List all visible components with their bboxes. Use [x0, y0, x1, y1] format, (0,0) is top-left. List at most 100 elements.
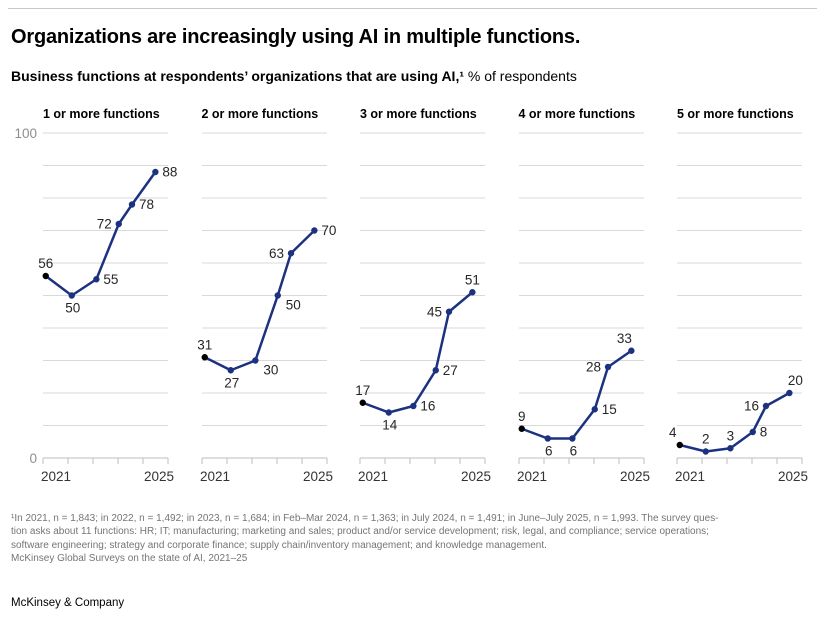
trend-line — [520, 349, 633, 440]
data-point — [432, 367, 439, 374]
x-axis-start-label: 2021 — [358, 469, 388, 484]
y-axis-min-label: 0 — [29, 451, 37, 466]
data-point — [676, 441, 683, 449]
data-point-label: 50 — [65, 301, 80, 316]
x-axis-start-label: 2021 — [200, 469, 230, 484]
panel-title: 5 or more functions — [677, 107, 794, 121]
data-point — [749, 428, 756, 436]
data-point-label: 16 — [420, 399, 435, 414]
panel-plot: 31 27 30 50 63 70 2021 2025 — [197, 132, 336, 484]
panel-title: 4 or more functions — [518, 107, 636, 121]
panel-plot: 17 14 16 27 45 51 2021 2025 — [355, 132, 491, 484]
x-axis-start-label: 2021 — [675, 469, 705, 484]
panel-plot: 4 2 3 816 20 2021 2025 — [669, 132, 808, 484]
subtitle-unit-text: % of respondents — [464, 68, 577, 84]
panel-title: 1 or more functions — [43, 107, 160, 121]
data-point-label: 63 — [268, 246, 283, 261]
data-point-label: 6 — [544, 444, 552, 459]
data-point — [287, 250, 294, 257]
data-point-label: 45 — [427, 304, 442, 319]
panel-title: 2 or more functions — [201, 107, 319, 121]
data-point — [568, 435, 576, 442]
brand-wordmark: McKinsey & Company — [11, 597, 125, 609]
x-axis — [42, 457, 169, 464]
data-point — [152, 168, 159, 176]
panel-plot: 9 6 6 15 28 33 2021 2025 — [517, 132, 650, 484]
trend-line — [361, 291, 474, 414]
data-point — [702, 448, 709, 455]
data-point — [786, 389, 793, 397]
x-axis-end-label: 2025 — [144, 469, 174, 484]
footnote: ¹In 2021, n = 1,843; in 2022, n = 1,492;… — [11, 512, 817, 566]
gridlines — [43, 132, 168, 426]
data-point — [128, 201, 136, 208]
data-point — [251, 357, 259, 364]
data-point — [627, 347, 635, 354]
data-point — [310, 227, 318, 234]
chart-subtitle: Business functions at respondents’ organ… — [11, 68, 577, 84]
subtitle-bold-text: Business functions at respondents’ organ… — [11, 68, 464, 84]
data-point — [42, 272, 49, 280]
data-point — [93, 276, 100, 283]
x-axis — [359, 457, 486, 464]
chart-panel-5: 5 or more functions 4 2 3 8 16 20 2021 2025 — [669, 107, 825, 487]
data-point-label: 55 — [103, 272, 118, 287]
top-divider — [8, 8, 817, 9]
data-point — [227, 367, 234, 374]
data-point-label: 72 — [97, 217, 112, 232]
data-point-label: 14 — [382, 418, 398, 433]
data-point — [385, 409, 392, 416]
trend-line — [678, 391, 791, 453]
panel-title: 3 or more functions — [360, 107, 477, 121]
data-point-label: 9 — [517, 409, 525, 424]
data-point-label: 33 — [616, 331, 631, 346]
data-point-label: 20 — [788, 373, 803, 388]
footnote-line-2: tion asks about 11 functions: HR; IT; ma… — [11, 526, 709, 538]
data-point — [274, 292, 281, 299]
data-point-label: 2 — [702, 432, 710, 447]
data-point-label: 50 — [285, 298, 300, 313]
x-axis-start-label: 2021 — [41, 469, 71, 484]
x-axis-end-label: 2025 — [461, 469, 491, 484]
data-point-label: 30 — [263, 363, 278, 378]
data-point — [604, 363, 611, 371]
x-axis-end-label: 2025 — [302, 469, 332, 484]
footnote-line-3: software engineering; strategy and corpo… — [11, 539, 547, 551]
data-point — [544, 435, 551, 442]
chart-panel-4: 4 or more functions 9 6 6 15 28 33 2021 2025 — [517, 107, 677, 487]
x-axis-start-label: 2021 — [517, 469, 547, 484]
gridlines — [360, 132, 485, 426]
trend-line — [44, 170, 157, 297]
data-point — [518, 425, 525, 432]
data-point-label: 28 — [585, 360, 600, 375]
data-point — [445, 308, 453, 315]
gridlines — [518, 132, 644, 426]
gridlines — [677, 132, 802, 426]
source-line: McKinsey Global Surveys on the state of … — [11, 553, 248, 565]
data-point — [359, 399, 366, 406]
chart-panel-1: 1 or more functions 56 50 55 72 78 88 2021 2025 — [38, 107, 201, 487]
data-point — [201, 354, 208, 361]
data-point — [762, 402, 770, 410]
footnote-line-1: ¹In 2021, n = 1,843; in 2022, n = 1,492;… — [11, 513, 719, 524]
data-point — [591, 406, 598, 413]
x-axis-end-label: 2025 — [619, 469, 649, 484]
data-point — [469, 289, 476, 296]
data-point-label: 88 — [162, 165, 177, 180]
gridlines — [201, 132, 327, 426]
x-axis — [201, 457, 327, 464]
page-title: Organizations are increasingly using AI … — [11, 26, 581, 48]
data-point-label: 56 — [38, 256, 53, 271]
data-point-label: 4 — [669, 425, 677, 440]
data-point-label: 70 — [321, 223, 336, 238]
trend-line — [203, 229, 316, 372]
data-point-label: 6 — [569, 444, 577, 459]
data-point-label: 31 — [197, 337, 212, 352]
x-axis — [518, 457, 644, 464]
data-point-label: 8 — [760, 425, 768, 440]
data-point-label: 51 — [465, 272, 480, 287]
data-point-label: 16 — [744, 399, 759, 414]
panel-plot: 56 50 55 72 78 88 2021 2025 — [38, 132, 177, 484]
data-point — [68, 292, 75, 299]
